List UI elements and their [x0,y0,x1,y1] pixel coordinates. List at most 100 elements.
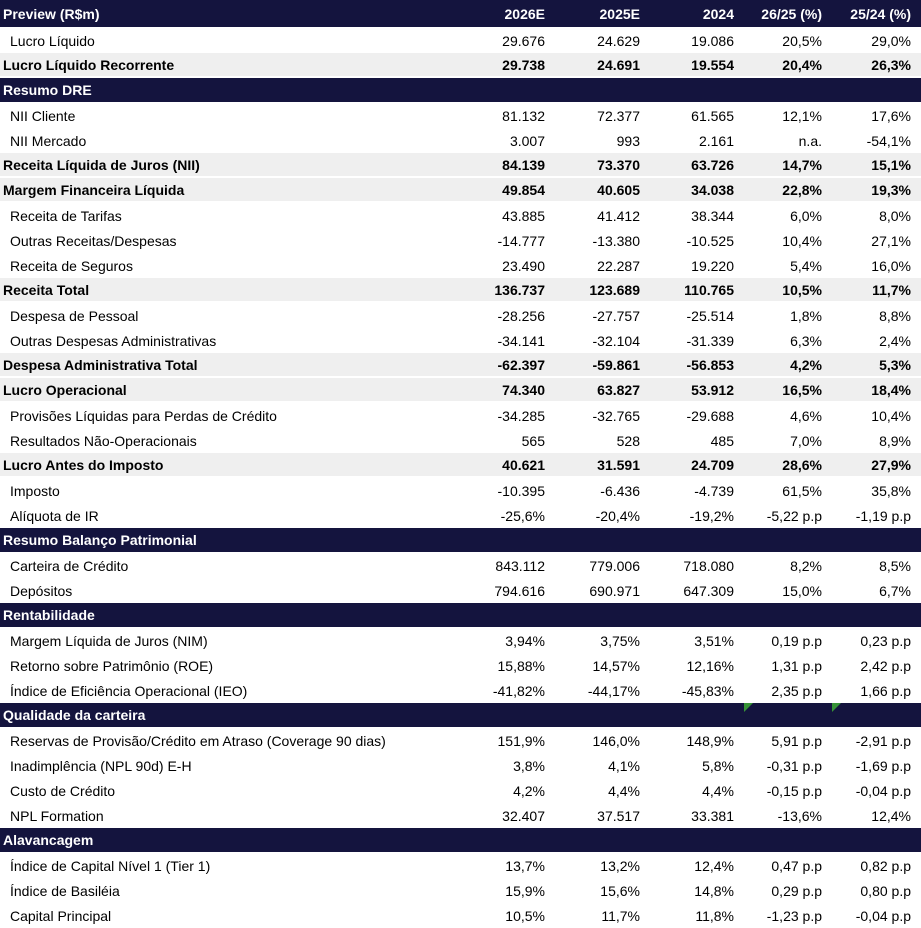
cell-value: 19.554 [691,56,734,73]
section-label: Resumo Balanço Patrimonial [3,532,197,548]
error-triangle-icon [744,703,753,712]
row-label: Imposto [10,482,60,499]
cell-value: 11,7% [872,281,911,298]
cell-value: -13.380 [592,232,640,249]
cell-value: -14.777 [497,232,545,249]
cell-value: -5,22 p.p [766,507,822,524]
cell-value: 2,42 p.p [860,657,911,674]
cell-value: 13,7% [505,857,545,874]
cell-value: 8,8% [879,307,911,324]
cell-value: 8,0% [879,207,911,224]
row-label: Índice de Eficiência Operacional (IEO) [10,682,248,699]
cell-value: 15,0% [782,582,822,599]
error-triangle-icon [832,703,841,712]
cell-value: -31.339 [686,332,734,349]
cell-value: 24.709 [691,456,734,473]
table-row: Índice de Basiléia 15,9% 15,6% 14,8% 0,29 p.… [0,878,921,903]
cell-value [832,528,921,552]
cell-value: 12,1% [782,107,822,124]
cell-value: 27,9% [871,456,911,473]
cell-value: 15,9% [505,882,545,899]
cell-value: 690.971 [589,582,640,599]
cell-value: 63.827 [597,381,640,398]
row-label: NPL Formation [10,807,104,824]
cell-value [555,703,650,727]
cell-value: 146,0% [592,732,640,749]
cell-value: 12,16% [686,657,734,674]
cell-value: 29,0% [871,32,911,49]
cell-value: 0,29 p.p [771,882,822,899]
cell-value [650,703,744,727]
cell-value: -1,23 p.p [766,907,822,924]
cell-value [832,78,921,102]
cell-value: -28.256 [497,307,545,324]
cell-value: 528 [616,432,640,449]
row-label: Provisões Líquidas para Perdas de Crédit… [10,407,277,424]
table-row: Receita de Seguros 23.490 22.287 19.220 5,4%… [0,253,921,278]
cell-value: 1,8% [790,307,822,324]
cell-value [460,528,555,552]
cell-value: 16,0% [871,257,911,274]
row-label: Carteira de Crédito [10,557,129,574]
cell-value: 3,94% [505,632,545,649]
cell-value [744,603,832,627]
cell-value: 20,4% [782,56,822,73]
table-row: Imposto -10.395 -6.436 -4.739 61,5% 35,8% [0,478,921,503]
table-row: Alíquota de IR -25,6% -20,4% -19,2% -5,22 p.… [0,503,921,528]
cell-value: 22,8% [782,181,822,198]
cell-value: 16,5% [782,381,822,398]
cell-value: 19.086 [691,32,734,49]
cell-value: 779.006 [589,557,640,574]
table-row: Resultados Não-Operacionais 565 528 485 7,0%… [0,428,921,453]
cell-value: 28,6% [782,456,822,473]
cell-value: -4.739 [694,482,734,499]
cell-value [460,828,555,852]
cell-value: 718.080 [683,557,734,574]
column-header-2025e: 2025E [599,5,640,22]
cell-value [832,703,921,727]
table-row: Retorno sobre Patrimônio (ROE) 15,88% 14,5… [0,653,921,678]
cell-value: -27.757 [592,307,640,324]
cell-value [744,828,832,852]
table-row: NII Mercado 3.007 993 2.161 n.a. -54,1% [0,128,921,153]
cell-value: 84.139 [502,156,545,173]
cell-value: 10,4% [871,407,911,424]
cell-value: 15,1% [871,156,911,173]
row-label: Custo de Crédito [10,782,116,799]
table-row: Margem Financeira Líquida 49.854 40.605 34.… [0,178,921,203]
table-title: Preview (R$m) [3,5,100,22]
cell-value: 3,51% [694,632,734,649]
cell-value: -10.395 [497,482,545,499]
cell-value: 41.412 [597,207,640,224]
cell-value: 15,88% [497,657,545,674]
row-label: Índice de Capital Nível 1 (Tier 1) [10,857,211,874]
cell-value: 14,7% [782,156,822,173]
cell-value: 10,5% [505,907,545,924]
cell-value: 0,23 p.p [860,632,911,649]
cell-value: -13,6% [777,807,822,824]
cell-value: 72.377 [597,107,640,124]
cell-value: -0,15 p.p [766,782,822,799]
table-row: Despesa Administrativa Total -62.397 -59.8… [0,353,921,378]
cell-value [650,78,744,102]
cell-value: -44,17% [587,682,640,699]
cell-value: 14,8% [694,882,734,899]
table-row: Outras Receitas/Despesas -14.777 -13.380 -1… [0,228,921,253]
cell-value: 35,8% [871,482,911,499]
cell-value: -45,83% [681,682,734,699]
cell-value: 485 [710,432,734,449]
table-row: Depósitos 794.616 690.971 647.309 15,0% 6,7% [0,578,921,603]
cell-value: 11,7% [601,907,640,924]
cell-value: 14,57% [592,657,640,674]
table-row: Custo de Crédito 4,2% 4,4% 4,4% -0,15 p.p -0,… [0,778,921,803]
cell-value [832,828,921,852]
cell-value: -1,69 p.p [855,757,911,774]
cell-value [832,603,921,627]
row-label: Despesa Administrativa Total [3,356,198,373]
cell-value [555,528,650,552]
row-label: Depósitos [10,582,73,599]
cell-value: 20,5% [782,32,822,49]
row-label: Margem Líquida de Juros (NIM) [10,632,208,649]
cell-value: 15,6% [600,882,640,899]
cell-value: 43.885 [502,207,545,224]
